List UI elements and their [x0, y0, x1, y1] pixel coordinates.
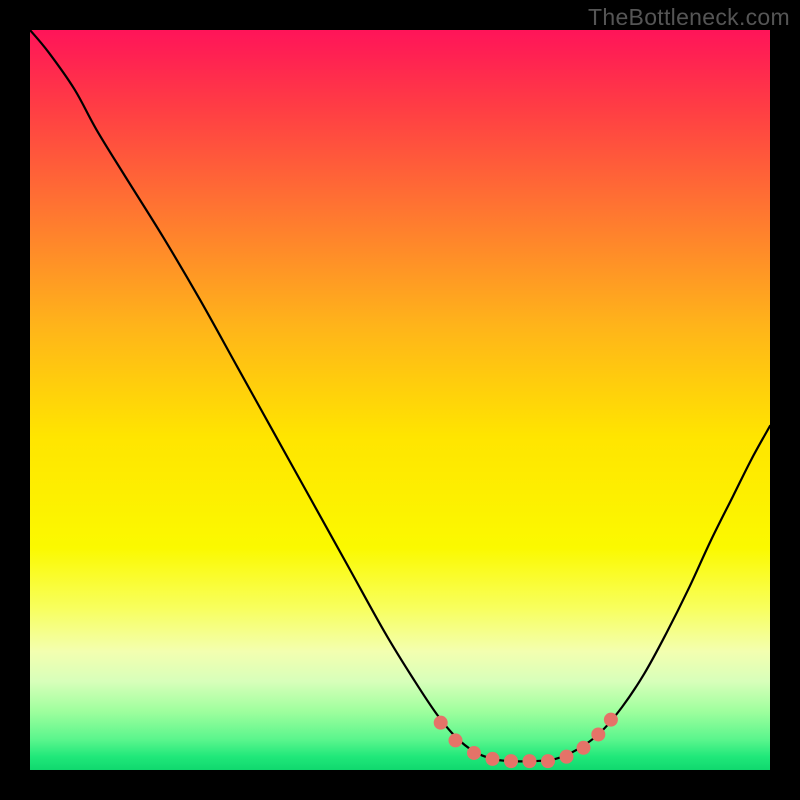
marker-dot [541, 754, 555, 768]
chart-area [30, 30, 770, 770]
marker-dot [560, 750, 574, 764]
marker-dot [449, 733, 463, 747]
marker-dot [577, 741, 591, 755]
marker-dot [467, 746, 481, 760]
marker-dot [523, 754, 537, 768]
marker-dot [486, 752, 500, 766]
marker-dot [604, 713, 618, 727]
watermark-text: TheBottleneck.com [588, 4, 790, 31]
marker-dot [504, 754, 518, 768]
marker-dot [591, 727, 605, 741]
bottleneck-curve-chart [30, 30, 770, 770]
marker-dot [434, 716, 448, 730]
